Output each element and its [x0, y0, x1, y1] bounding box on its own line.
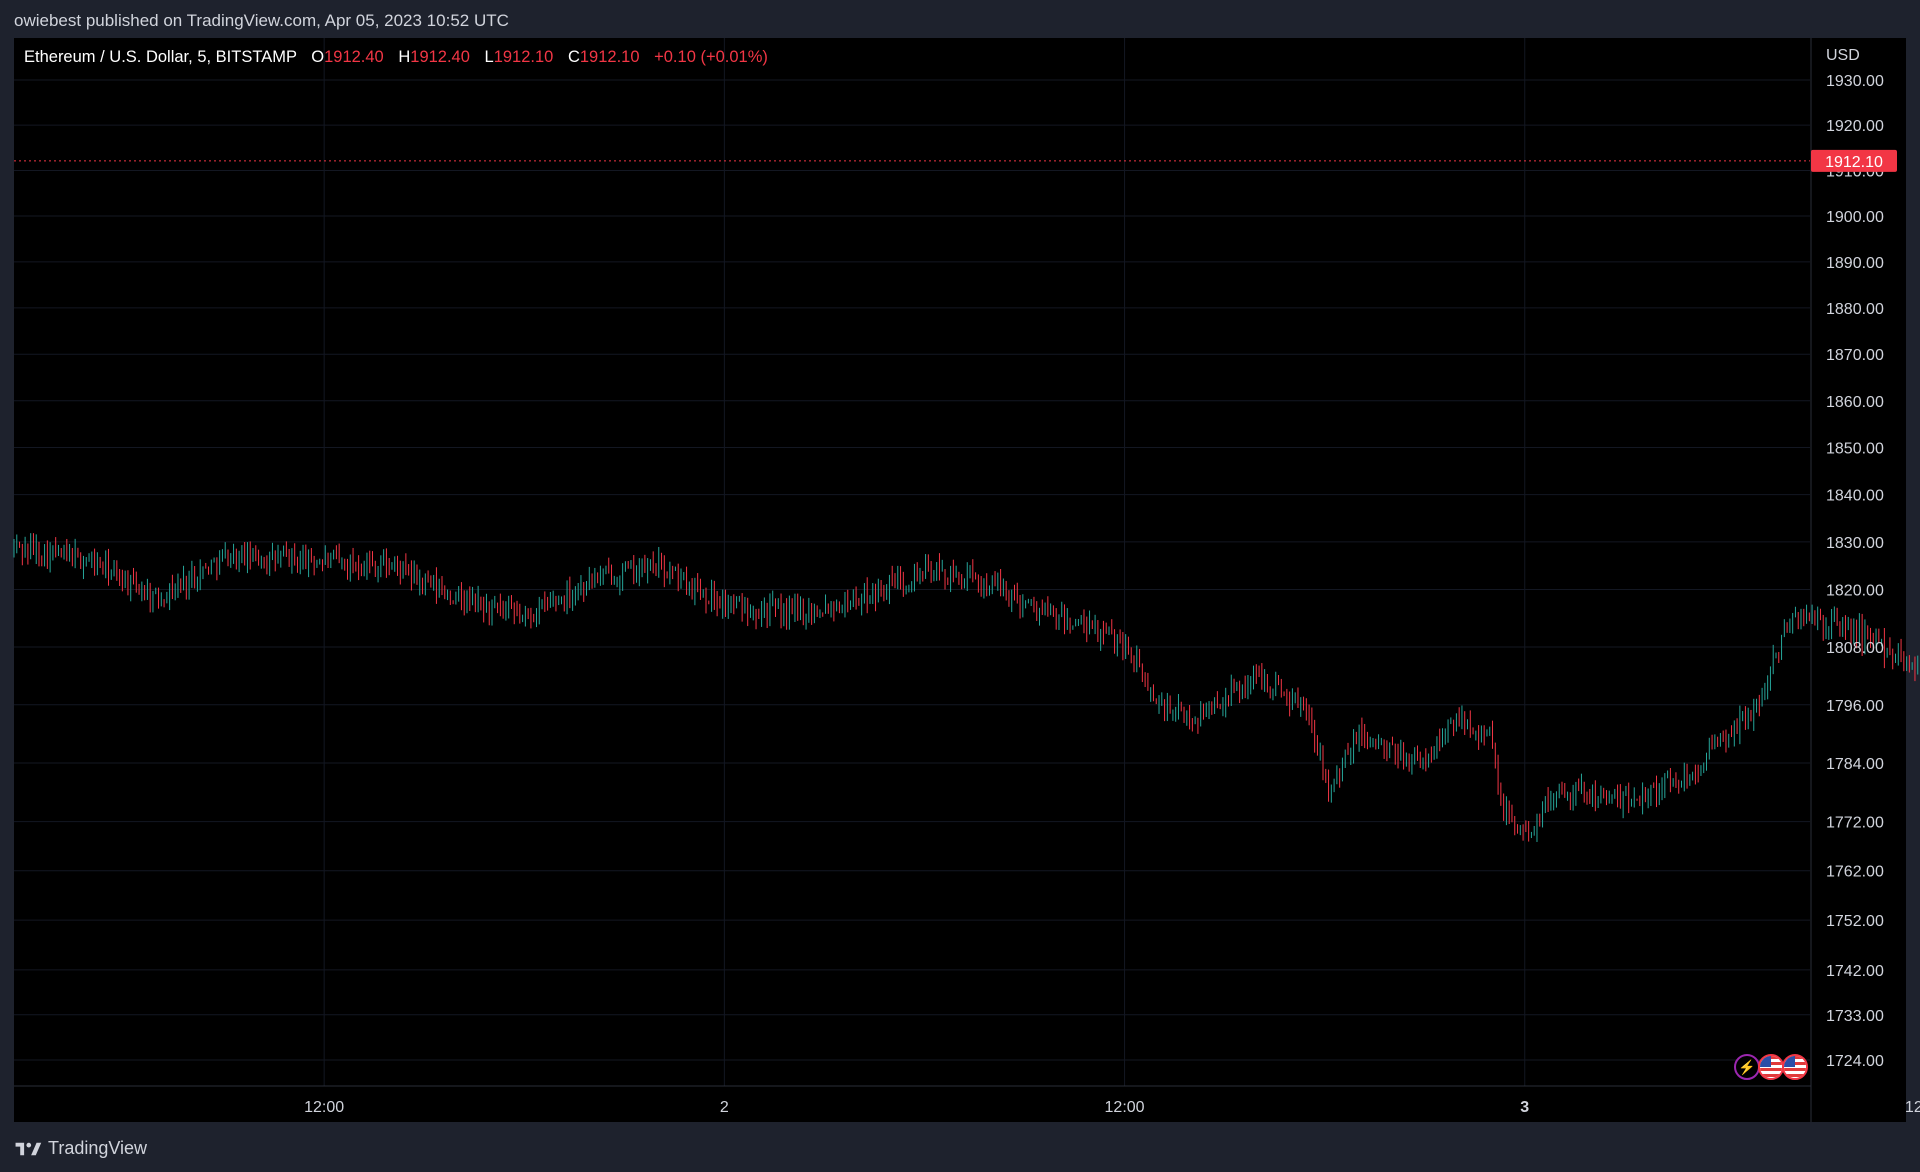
close-value: 1912.10 — [579, 48, 640, 66]
price-tick-label: 1752.00 — [1826, 913, 1884, 930]
last-price-tag: 1912.10 — [1811, 149, 1897, 172]
price-tick-label: 1830.00 — [1826, 535, 1884, 552]
tradingview-brand[interactable]: TradingView — [14, 1138, 147, 1159]
open-label: O — [311, 48, 325, 66]
price-tick-label: 1900.00 — [1826, 209, 1884, 226]
time-tick-label: 12:00 — [1905, 1099, 1920, 1116]
price-tick-label: 1930.00 — [1826, 73, 1884, 90]
price-tick-label: 1850.00 — [1826, 441, 1884, 458]
time-tick-label: 12:00 — [1105, 1099, 1145, 1116]
symbol-title[interactable]: Ethereum / U.S. Dollar, 5, BITSTAMP — [24, 48, 297, 66]
price-tick-label: 1820.00 — [1826, 583, 1884, 600]
change-value: +0.10 (+0.01%) — [654, 48, 768, 66]
us-flag-icon[interactable] — [1782, 1054, 1808, 1080]
currency-label: USD — [1826, 47, 1860, 64]
price-tick-label: 1880.00 — [1826, 301, 1884, 318]
price-tick-label: 1840.00 — [1826, 488, 1884, 505]
publisher-bar: owiebest published on TradingView.com, A… — [0, 0, 1920, 40]
price-tick-label: 1890.00 — [1826, 255, 1884, 272]
price-axis[interactable]: 1930.001920.001910.001900.001890.001880.… — [1826, 73, 1884, 1070]
footer: TradingView — [0, 1124, 1920, 1172]
high-label: H — [398, 48, 411, 66]
price-tick-label: 1724.00 — [1826, 1053, 1884, 1070]
price-tick-label: 1772.00 — [1826, 815, 1884, 832]
price-tick-label: 1920.00 — [1826, 118, 1884, 135]
price-tick-label: 1808.00 — [1826, 640, 1884, 657]
price-tick-label: 1742.00 — [1826, 963, 1884, 980]
event-markers: ⚡ — [1734, 1054, 1808, 1080]
price-tick-label: 1796.00 — [1826, 698, 1884, 715]
lightning-icon[interactable]: ⚡ — [1734, 1054, 1760, 1080]
high-value: 1912.40 — [410, 48, 470, 66]
tradingview-logo-icon — [15, 1142, 42, 1155]
low-value: 1912.10 — [493, 48, 554, 66]
candles — [13, 533, 1919, 842]
grid — [14, 38, 1810, 1086]
time-tick-label: 2 — [720, 1099, 729, 1116]
time-tick-label: 12:00 — [304, 1099, 344, 1116]
price-tick-label: 1762.00 — [1826, 864, 1884, 881]
last-price-label: 1912.10 — [1825, 154, 1883, 171]
price-tick-label: 1860.00 — [1826, 394, 1884, 411]
published-info: owiebest published on TradingView.com, A… — [14, 11, 509, 30]
price-tick-label: 1784.00 — [1826, 756, 1884, 773]
open-value: 1912.40 — [324, 48, 384, 66]
us-flag-icon[interactable] — [1758, 1054, 1784, 1080]
time-tick-label: 3 — [1520, 1099, 1529, 1116]
price-tick-label: 1733.00 — [1826, 1008, 1884, 1025]
brand-name: TradingView — [48, 1138, 148, 1158]
low-label: L — [484, 48, 494, 66]
chart-frame[interactable] — [14, 38, 1906, 1122]
close-label: C — [567, 48, 580, 66]
price-tick-label: 1870.00 — [1826, 347, 1884, 364]
ohlc-legend: Ethereum / U.S. Dollar, 5, BITSTAMP O191… — [24, 48, 768, 67]
